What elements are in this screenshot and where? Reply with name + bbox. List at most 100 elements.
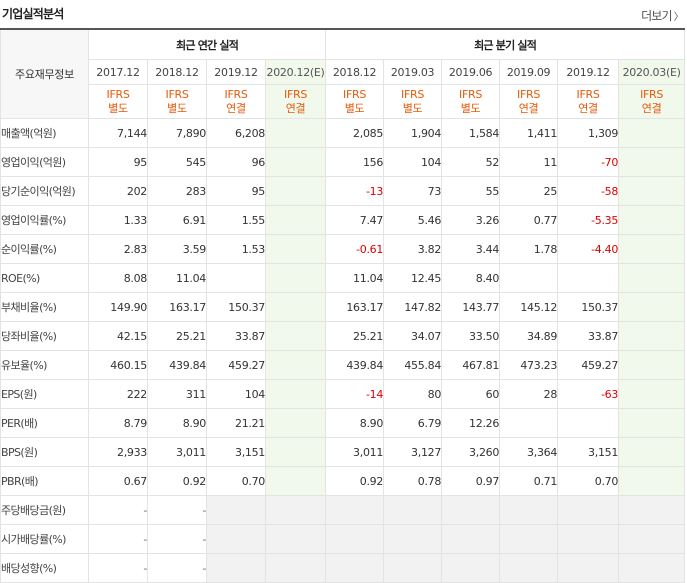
period-header: 2020.12(E) bbox=[264, 59, 327, 85]
row-label: 당좌비율(%) bbox=[0, 321, 89, 351]
table-cell: 1.53 bbox=[206, 234, 266, 264]
table-cell: 3.82 bbox=[383, 234, 443, 264]
table-cell: 25.21 bbox=[147, 321, 207, 351]
table-cell bbox=[618, 118, 686, 148]
table-cell: 0.70 bbox=[557, 466, 620, 496]
table-cell bbox=[557, 263, 620, 293]
row-label: 당기순이익(억원) bbox=[0, 176, 89, 206]
table-cell bbox=[264, 466, 327, 496]
table-cell: 73 bbox=[383, 176, 443, 206]
row-label: PBR(배) bbox=[0, 466, 89, 496]
table-cell bbox=[206, 495, 266, 525]
chevron-right-icon: 〉 bbox=[673, 12, 684, 23]
table-cell bbox=[499, 495, 559, 525]
table-cell bbox=[618, 263, 686, 293]
table-cell bbox=[618, 495, 686, 525]
annual-group-header: 최근 연간 실적 bbox=[87, 28, 327, 60]
table-cell bbox=[383, 495, 443, 525]
table-cell bbox=[264, 321, 327, 351]
period-header: 2017.12 bbox=[88, 59, 148, 85]
table-cell: 7,890 bbox=[147, 118, 207, 148]
table-cell: 3.26 bbox=[441, 205, 501, 235]
table-cell: 6,208 bbox=[206, 118, 266, 148]
table-cell bbox=[264, 553, 327, 583]
table-cell: 12.26 bbox=[441, 408, 501, 438]
table-cell: 104 bbox=[383, 147, 443, 177]
table-cell: -63 bbox=[557, 379, 620, 409]
table-cell: 25.21 bbox=[325, 321, 385, 351]
table-cell: 1.78 bbox=[499, 234, 559, 264]
table-cell: 0.71 bbox=[499, 466, 559, 496]
table-cell: 33.50 bbox=[441, 321, 501, 351]
table-row: 배당성향(%) - - bbox=[0, 553, 686, 583]
table-cell: 34.07 bbox=[383, 321, 443, 351]
table-cell: 52 bbox=[441, 147, 501, 177]
ifrs-basis-header: IFRS 연결 bbox=[557, 84, 620, 119]
table-cell: 11.04 bbox=[147, 263, 207, 293]
table-cell: 150.37 bbox=[557, 292, 620, 322]
table-cell bbox=[618, 176, 686, 206]
table-cell: -5.35 bbox=[557, 205, 620, 235]
table-cell: 0.97 bbox=[441, 466, 501, 496]
period-header: 2019.06 bbox=[441, 59, 501, 85]
table-cell: 34.89 bbox=[499, 321, 559, 351]
table-cell bbox=[264, 176, 327, 206]
table-cell: 80 bbox=[383, 379, 443, 409]
table-row: 매출액(억원) 7,144 7,890 6,208 2,085 1,904 1,584 1,4… bbox=[0, 118, 686, 148]
table-cell: 222 bbox=[88, 379, 148, 409]
period-header: 2018.12 bbox=[325, 59, 385, 85]
ifrs-basis-header: IFRS 연결 bbox=[264, 84, 327, 119]
table-cell: 5.46 bbox=[383, 205, 443, 235]
table-cell: 1,309 bbox=[557, 118, 620, 148]
table-cell bbox=[264, 408, 327, 438]
table-cell: -13 bbox=[325, 176, 385, 206]
table-row: 당기순이익(억원) 202 283 95 -13 73 55 25 -58 bbox=[0, 176, 686, 206]
table-cell: -70 bbox=[557, 147, 620, 177]
table-cell: 1,411 bbox=[499, 118, 559, 148]
table-cell bbox=[618, 292, 686, 322]
ifrs-basis-header: IFRS 연결 bbox=[499, 84, 559, 119]
table-cell: 149.90 bbox=[88, 292, 148, 322]
table-cell: 95 bbox=[206, 176, 266, 206]
table-row: 영업이익(억원) 95 545 96 156 104 52 11 -70 bbox=[0, 147, 686, 177]
table-cell: - bbox=[88, 524, 148, 554]
more-link[interactable]: 더보기 〉 bbox=[641, 9, 684, 23]
table-cell: 3.44 bbox=[441, 234, 501, 264]
table-cell: 2,933 bbox=[88, 437, 148, 467]
table-cell: -58 bbox=[557, 176, 620, 206]
table-cell bbox=[264, 205, 327, 235]
row-label: 순이익률(%) bbox=[0, 234, 89, 264]
table-cell: 0.92 bbox=[325, 466, 385, 496]
table-cell: 311 bbox=[147, 379, 207, 409]
quarter-group-header: 최근 분기 실적 bbox=[325, 28, 686, 60]
period-header: 2019.09 bbox=[499, 59, 559, 85]
table-cell bbox=[441, 553, 501, 583]
table-cell: 3.59 bbox=[147, 234, 207, 264]
table-row: ROE(%) 8.08 11.04 11.04 12.45 8.40 bbox=[0, 263, 686, 293]
table-cell: 473.23 bbox=[499, 350, 559, 380]
table-cell: 163.17 bbox=[147, 292, 207, 322]
table-cell: 42.15 bbox=[88, 321, 148, 351]
table-cell: 21.21 bbox=[206, 408, 266, 438]
table-cell bbox=[618, 553, 686, 583]
table-cell: 11 bbox=[499, 147, 559, 177]
table-cell bbox=[499, 408, 559, 438]
table-cell bbox=[618, 437, 686, 467]
ifrs-basis-header: IFRS 별도 bbox=[325, 84, 385, 119]
table-cell: 0.78 bbox=[383, 466, 443, 496]
table-cell bbox=[264, 524, 327, 554]
table-cell bbox=[264, 350, 327, 380]
table-cell: 460.15 bbox=[88, 350, 148, 380]
row-label: PER(배) bbox=[0, 408, 89, 438]
table-cell: 2,085 bbox=[325, 118, 385, 148]
table-cell: 147.82 bbox=[383, 292, 443, 322]
table-cell: 60 bbox=[441, 379, 501, 409]
financial-table: 주요재무정보 최근 연간 실적 최근 분기 실적 2017.12 2018.12 2… bbox=[0, 28, 686, 583]
ifrs-basis-header: IFRS 연결 bbox=[618, 84, 686, 119]
table-cell: 6.79 bbox=[383, 408, 443, 438]
period-header: 2018.12 bbox=[147, 59, 207, 85]
table-cell bbox=[557, 408, 620, 438]
table-cell: 1.55 bbox=[206, 205, 266, 235]
table-cell: 163.17 bbox=[325, 292, 385, 322]
table-row: 시가배당률(%) - - bbox=[0, 524, 686, 554]
